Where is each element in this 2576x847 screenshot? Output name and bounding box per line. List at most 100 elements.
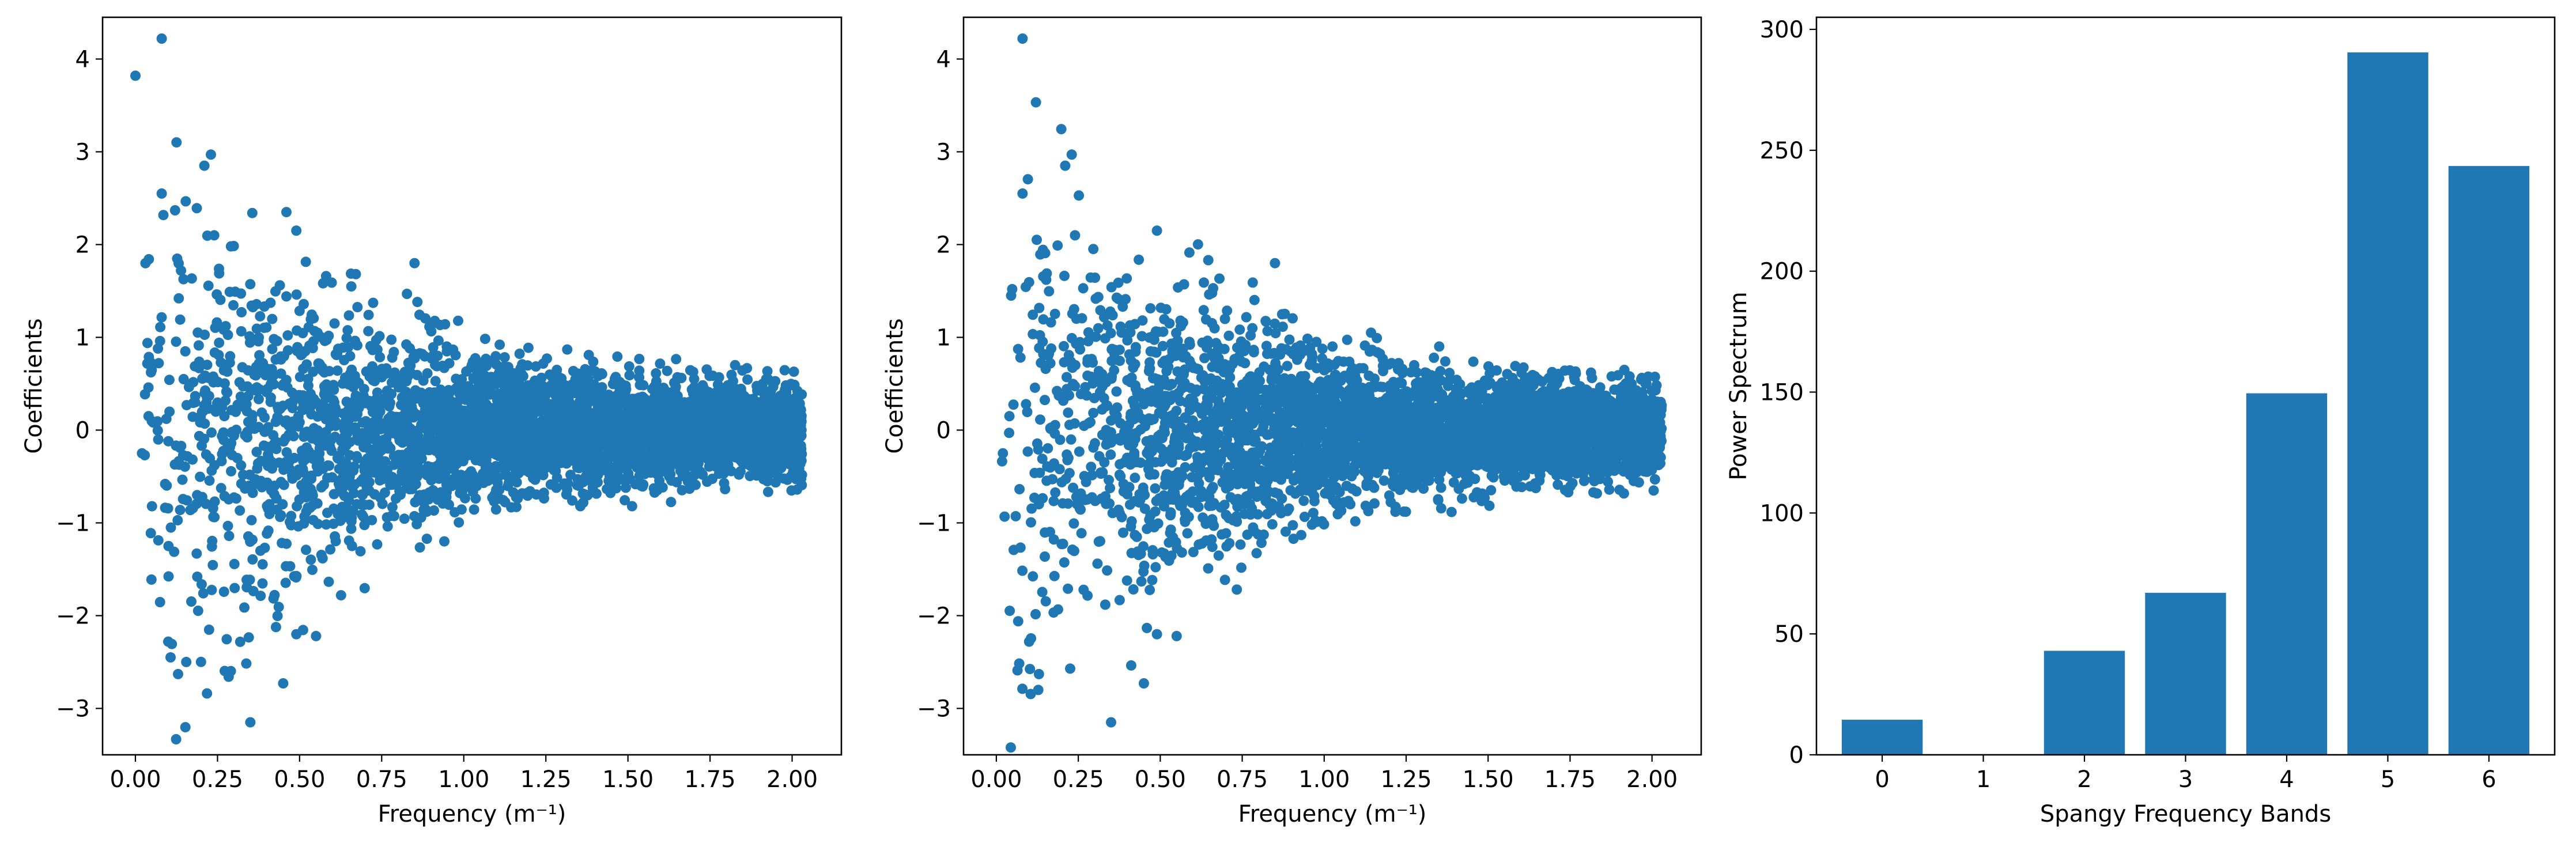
scatter-point: [226, 466, 236, 477]
scatter-point: [275, 512, 286, 523]
scatter-point: [265, 297, 276, 308]
scatter-point: [139, 389, 150, 400]
scatter-point: [421, 415, 431, 426]
scatter-point: [423, 430, 434, 441]
scatter-point: [333, 509, 343, 520]
scatter-point: [387, 352, 398, 363]
scatter-point: [666, 475, 677, 486]
scatter-point: [275, 402, 286, 413]
scatter-point: [792, 427, 803, 438]
scatter-point: [391, 493, 401, 504]
scatter-point: [254, 350, 265, 361]
scatter-point: [251, 447, 262, 457]
scatter-point: [723, 461, 734, 472]
scatter-point: [464, 394, 475, 404]
scatter-point: [275, 368, 286, 379]
scatter-point: [130, 70, 141, 81]
scatter-point: [610, 426, 621, 437]
scatter-point: [322, 508, 333, 519]
scatter-point: [713, 372, 724, 383]
scatter-point: [311, 630, 322, 641]
scatter-point: [305, 554, 316, 565]
scatter-point: [765, 438, 776, 449]
scatter-point: [206, 427, 217, 438]
scatter-point: [363, 309, 374, 320]
scatter-point: [396, 434, 407, 445]
scatter-point: [346, 281, 357, 292]
scatter-point: [247, 302, 258, 313]
scatter-point: [192, 490, 203, 501]
scatter-point: [655, 383, 666, 394]
scatter-point: [352, 340, 362, 351]
scatter-point: [325, 421, 336, 432]
scatter-point: [192, 606, 203, 616]
scatter-point: [282, 330, 293, 341]
scatter-point: [411, 369, 422, 380]
scatter-point: [369, 342, 380, 353]
scatter-point: [155, 322, 166, 332]
scatter-point: [269, 438, 279, 449]
scatter-point: [467, 469, 478, 480]
scatter-point: [177, 474, 188, 485]
scatter-point: [636, 410, 647, 421]
scatter-point: [282, 345, 293, 356]
scatter-point: [698, 428, 709, 439]
scatter-point: [742, 415, 753, 426]
scatter-point: [247, 207, 258, 218]
scatter-point: [299, 298, 309, 309]
scatter-point: [668, 399, 679, 410]
scatter-point: [191, 548, 202, 559]
scatter-point: [163, 571, 174, 582]
scatter-point: [268, 430, 279, 441]
scatter-point: [181, 656, 192, 667]
scatter-point: [584, 433, 595, 444]
scatter-point: [538, 358, 549, 369]
scatter-point: [1074, 446, 1085, 457]
scatter-point: [387, 511, 397, 521]
scatter-point: [569, 428, 580, 439]
scatter-point: [584, 459, 595, 469]
scatter-point: [299, 518, 309, 529]
scatter-point: [259, 322, 270, 333]
scatter-point: [434, 399, 445, 410]
scatter-point: [440, 468, 450, 479]
scatter-point: [222, 520, 233, 531]
scatter-point: [202, 688, 213, 699]
scatter-point: [291, 225, 302, 236]
scatter-point: [273, 602, 284, 612]
scatter-point: [229, 583, 240, 593]
scatter-point: [352, 451, 362, 462]
x-tick-label: 1.25: [520, 766, 572, 793]
scatter-point: [281, 207, 292, 218]
y-tick-label: −3: [56, 695, 90, 722]
scatter-point: [568, 366, 579, 376]
scatter-point: [346, 512, 357, 523]
scatter-point: [634, 380, 645, 390]
scatter-point: [634, 434, 645, 445]
scatter-point: [1100, 599, 1111, 610]
scatter-point: [163, 436, 174, 447]
scatter-point: [153, 343, 164, 354]
scatter-point: [474, 376, 485, 387]
scatter-point: [171, 336, 182, 347]
scatter-point: [381, 368, 391, 379]
scatter-point: [349, 370, 360, 381]
scatter-point: [193, 340, 204, 351]
scatter-point: [209, 374, 220, 385]
x-tick-label: 0.00: [109, 766, 161, 793]
scatter-point: [469, 504, 479, 515]
scatter-point: [779, 365, 790, 376]
scatter-point: [195, 656, 206, 667]
scatter-point: [1022, 174, 1033, 185]
scatter-point: [263, 525, 274, 536]
scatter-point: [1142, 622, 1153, 633]
y-tick-label: 3: [75, 139, 90, 165]
scatter-point: [182, 451, 192, 462]
scatter-point: [153, 535, 164, 546]
scatter-point: [546, 428, 557, 439]
scatter-point: [439, 536, 450, 547]
scatter-point: [314, 448, 325, 459]
scatter-point: [666, 414, 677, 425]
scatter-point: [532, 398, 543, 409]
scatter-point: [291, 470, 302, 481]
